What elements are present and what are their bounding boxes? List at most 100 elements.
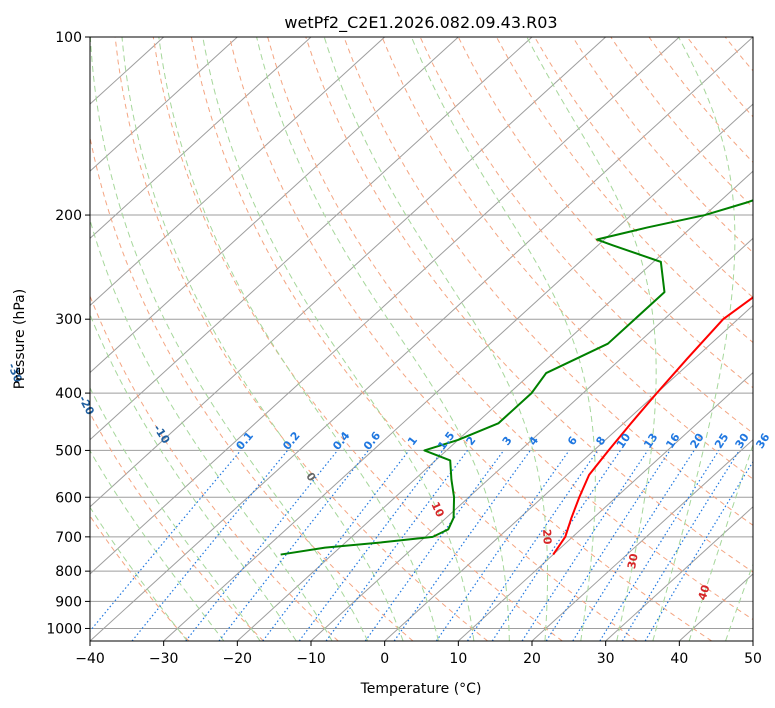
chart-title: wetPf2_C2E1.2026.082.09.43.R03 (284, 13, 557, 33)
isotherm-line (605, 506, 753, 641)
dry-adiabat-line (90, 515, 190, 641)
mixing-ratio-label: 3 (500, 434, 515, 448)
isotherm-line (90, 37, 753, 641)
temperature-line (552, 296, 753, 556)
dry-adiabat-line (343, 37, 753, 526)
moist-adiabat-label: 10 (428, 500, 446, 520)
isotherm-line (90, 37, 533, 441)
isotherm-line (236, 170, 753, 641)
mixing-ratio-line (364, 450, 505, 641)
mixing-ratio-label: 1 (405, 434, 420, 448)
moist-adiabat-line (90, 218, 333, 641)
x-axis-label: Temperature (°C) (360, 681, 482, 697)
mixing-ratio-line (185, 450, 339, 641)
y-tick-label: 500 (55, 443, 82, 459)
mixing-ratio-line (262, 450, 410, 641)
isotherm-line (90, 37, 459, 374)
y-tick-label: 300 (55, 312, 82, 328)
isotherm-line (310, 237, 753, 641)
x-tick-label: 40 (670, 651, 688, 667)
mixing-ratio-label: 8 (593, 434, 608, 448)
moist-adiabat-label: 30 (625, 552, 641, 570)
y-tick-label: 600 (55, 490, 82, 506)
mixing-ratio-label: 6 (565, 434, 580, 448)
mixing-ratio-line (621, 450, 740, 641)
x-tick-label: −30 (149, 651, 179, 667)
dry-adiabat-line (457, 37, 753, 389)
mixing-ratio-line (521, 450, 649, 641)
mixing-ratio-label: 0.1 (233, 429, 256, 452)
moist-adiabat-line (90, 449, 225, 641)
mixing-ratio-line (435, 450, 570, 641)
mixing-ratio-line (467, 450, 599, 641)
dry-adiabat-line (267, 37, 753, 621)
moist-adiabat-line (688, 443, 753, 641)
mixing-ratio-line (90, 450, 242, 633)
moist-adiabat-line (725, 562, 753, 641)
dry-adiabat-line (114, 37, 488, 641)
moist-adiabat-line (90, 313, 297, 641)
dry-adiabat-line (90, 294, 339, 641)
mixing-ratio-label: 16 (663, 431, 683, 451)
dry-adiabat-line (229, 37, 713, 641)
y-tick-label: 800 (55, 564, 82, 580)
mixing-ratio-label: 0.6 (361, 429, 384, 453)
x-tick-label: −10 (296, 651, 326, 667)
mixing-ratio-line (644, 460, 753, 641)
moist-adiabat-line (90, 506, 188, 641)
mixing-ratio-line (298, 450, 444, 641)
dry-adiabat-line (724, 37, 753, 72)
isotherm-line (457, 371, 753, 641)
moist-adiabat-label: 20 (540, 529, 554, 545)
x-tick-label: 10 (449, 651, 467, 667)
dry-adiabat-label: -10 (151, 422, 173, 446)
dry-adiabat-line (763, 37, 775, 641)
mixing-ratio-line (131, 450, 289, 641)
dewpoint-line (280, 199, 753, 556)
mixing-ratio-label: 10 (614, 431, 634, 451)
mixing-ratio-line (325, 450, 469, 641)
moist-adiabat-label: 40 (696, 583, 713, 602)
mixing-ratio-label: 13 (641, 431, 660, 451)
moist-adiabat-line (90, 37, 369, 641)
mixing-ratio-line (572, 450, 695, 641)
moist-adiabat-line (158, 37, 439, 641)
mixing-ratio-line (545, 450, 671, 641)
dry-adiabat-line (495, 37, 753, 344)
mixing-ratio-label: 0.4 (330, 429, 353, 453)
moist-adiabat-label: 0 (303, 470, 318, 484)
mixing-ratio-label: 25 (712, 431, 731, 451)
isotherm-line (90, 37, 238, 172)
dry-adiabat-line (686, 37, 753, 118)
isotherm-line (531, 438, 753, 641)
mixing-ratio-label: 1.5 (435, 429, 457, 452)
dry-adiabat-line (190, 37, 638, 641)
isotherm-line (90, 37, 680, 575)
x-tick-label: 50 (744, 651, 762, 667)
dry-adiabat-line (90, 134, 414, 641)
mixing-ratio-label: 0.2 (280, 429, 302, 452)
y-tick-label: 900 (55, 594, 82, 610)
y-tick-label: 700 (55, 530, 82, 546)
dry-adiabat-line (648, 37, 753, 163)
moist-adiabat-line (652, 37, 736, 641)
x-tick-label: 20 (523, 651, 541, 667)
mixing-ratio-line (599, 450, 720, 641)
plot-frame (89, 36, 754, 642)
mixing-ratio-line (393, 450, 531, 641)
dry-adiabat-line (90, 412, 264, 641)
isotherm-line (90, 37, 386, 307)
moist-adiabat-line (410, 37, 596, 641)
y-tick-label: 200 (55, 208, 82, 224)
moist-adiabat-line (526, 37, 657, 641)
mixing-ratio-label: 36 (753, 431, 772, 451)
moist-adiabat-line (323, 37, 549, 641)
isotherm-line (384, 304, 753, 641)
isotherm-line (90, 37, 312, 240)
isotherm-line (752, 640, 753, 641)
isotherm-line (90, 37, 607, 508)
mixing-ratio-line (491, 450, 621, 641)
x-tick-label: 0 (380, 651, 389, 667)
mixing-ratio-label: 30 (733, 431, 752, 451)
